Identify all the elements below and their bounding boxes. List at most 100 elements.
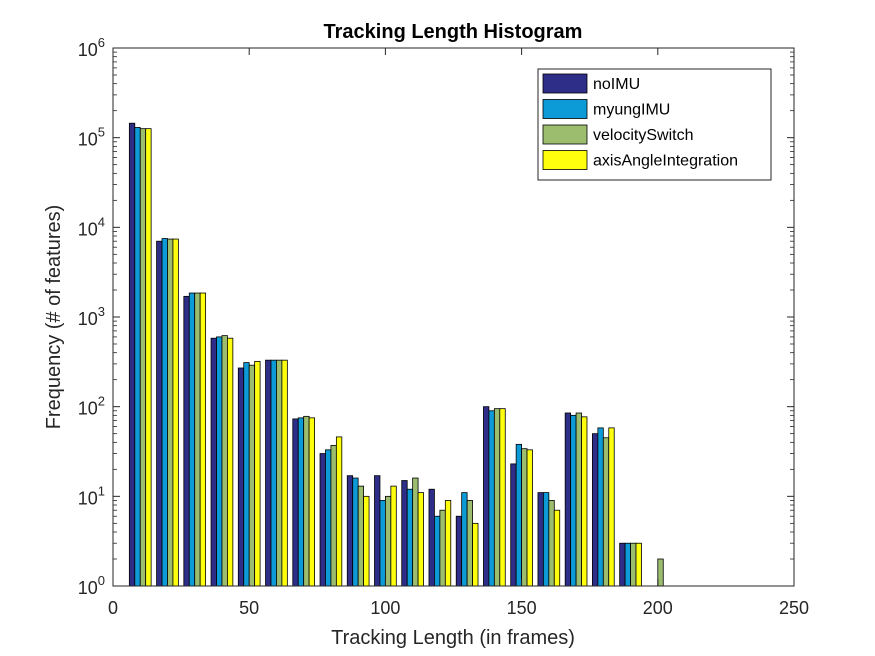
bar-axisAngleIntegration-190: [635, 542, 642, 587]
bar-axisAngleIntegration-130: [472, 522, 479, 587]
y-tick-label: 105: [78, 125, 105, 150]
bar-myungIMU-110: [406, 488, 414, 587]
bar-noIMU-60: [265, 359, 272, 587]
bar-myungIMU-50: [243, 362, 250, 587]
bar-myungIMU-130: [461, 492, 468, 587]
legend-swatch-axisAngleIntegration: [542, 150, 588, 170]
bar-myungIMU-60: [270, 359, 277, 587]
bar-myungIMU-140: [488, 410, 495, 587]
legend-label-myungIMU: myungIMU: [593, 102, 670, 119]
bar-axisAngleIntegration-170: [581, 416, 588, 587]
bar-myungIMU-90: [352, 477, 359, 587]
y-axis-label: Frequency (# of features): [43, 205, 65, 430]
bar-velocitySwitch-190: [630, 542, 637, 587]
bar-axisAngleIntegration-150: [526, 449, 533, 587]
bar-noIMU-70: [292, 418, 299, 587]
bar-noIMU-10: [128, 122, 136, 587]
bar-axisAngleIntegration-110: [417, 492, 424, 587]
bar-noIMU-190: [619, 542, 626, 587]
bar-velocitySwitch-10: [139, 128, 147, 587]
bar-velocitySwitch-40: [221, 335, 228, 587]
bar-noIMU-90: [346, 475, 354, 587]
bar-axisAngleIntegration-10: [145, 128, 152, 587]
bar-axisAngleIntegration-120: [444, 500, 452, 587]
bar-axisAngleIntegration-20: [172, 238, 179, 587]
bar-velocitySwitch-160: [548, 500, 555, 587]
bar-noIMU-180: [592, 433, 599, 587]
bar-noIMU-40: [210, 337, 217, 587]
bar-myungIMU-160: [542, 492, 550, 587]
bar-velocitySwitch-60: [276, 359, 283, 587]
x-tick-label: 0: [108, 598, 118, 618]
bar-velocitySwitch-150: [521, 448, 528, 587]
bar-velocitySwitch-110: [412, 477, 419, 587]
bar-myungIMU-80: [325, 449, 332, 587]
bar-noIMU-130: [455, 515, 463, 587]
legend-swatch-velocitySwitch: [542, 124, 588, 145]
bar-velocitySwitch-140: [493, 408, 501, 587]
bar-velocitySwitch-100: [384, 495, 392, 587]
bar-axisAngleIntegration-90: [363, 495, 370, 587]
legend-swatch-myungIMU: [542, 99, 588, 119]
bar-noIMU-80: [319, 453, 326, 587]
bar-axisAngleIntegration-160: [553, 509, 561, 587]
legend-label-velocitySwitch: velocitySwitch: [593, 127, 693, 144]
bar-axisAngleIntegration-50: [254, 360, 261, 587]
y-tick-label: 101: [78, 483, 105, 508]
y-tick-label: 103: [78, 304, 105, 329]
bar-velocitySwitch-90: [357, 485, 365, 587]
bar-myungIMU-180: [597, 427, 604, 587]
legend-label-axisAngleIntegration: axisAngleIntegration: [593, 153, 738, 170]
bar-noIMU-170: [564, 412, 572, 587]
bar-velocitySwitch-20: [167, 238, 174, 587]
bar-myungIMU-70: [297, 417, 305, 587]
bar-axisAngleIntegration-40: [227, 337, 234, 587]
bar-velocitySwitch-70: [303, 415, 310, 587]
bar-axisAngleIntegration-80: [335, 436, 343, 587]
legend-swatch-noIMU: [542, 73, 588, 94]
bar-velocitySwitch-130: [466, 500, 473, 587]
x-tick-label: 200: [643, 598, 673, 618]
bar-myungIMU-150: [515, 443, 523, 587]
bar-myungIMU-40: [216, 336, 223, 587]
y-tick-label: 102: [78, 394, 105, 419]
bar-noIMU-160: [537, 492, 544, 587]
bar-velocitySwitch-120: [439, 509, 446, 587]
x-axis-ticks: 0 50 100 150 200 250: [108, 48, 809, 618]
legend: noIMU myungIMU velocitySwitch axisAngleInte…: [537, 68, 772, 181]
y-tick-label: 106: [78, 35, 105, 60]
chart-title: Tracking Length Histogram: [324, 21, 583, 43]
bar-axisAngleIntegration-70: [308, 417, 315, 587]
bar-myungIMU-30: [188, 292, 196, 587]
bar-noIMU-120: [428, 488, 435, 587]
bar-myungIMU-100: [379, 500, 386, 587]
bar-myungIMU-190: [624, 542, 631, 587]
bar-velocitySwitch-200: [657, 558, 664, 587]
bar-axisAngleIntegration-180: [608, 427, 615, 587]
bar-axisAngleIntegration-140: [499, 408, 506, 587]
x-tick-label: 50: [239, 598, 259, 618]
bar-axisAngleIntegration-100: [390, 485, 397, 587]
y-tick-label: 104: [78, 214, 105, 239]
bar-noIMU-100: [374, 475, 381, 587]
x-tick-label: 150: [507, 598, 537, 618]
bar-myungIMU-120: [434, 515, 441, 587]
bar-noIMU-30: [183, 295, 190, 587]
x-tick-label: 250: [779, 598, 809, 618]
y-axis-ticks: 100 101 102 103 104 105 106: [78, 35, 794, 598]
bar-noIMU-20: [156, 240, 163, 587]
bar-velocitySwitch-50: [248, 364, 256, 587]
bar-velocitySwitch-80: [330, 444, 337, 587]
bar-noIMU-140: [483, 406, 490, 587]
bar-myungIMU-10: [134, 127, 141, 587]
bar-myungIMU-170: [570, 414, 577, 587]
legend-label-noIMU: noIMU: [593, 76, 640, 93]
x-tick-label: 100: [370, 598, 400, 618]
bar-velocitySwitch-180: [602, 437, 610, 587]
bar-velocitySwitch-30: [194, 292, 201, 587]
bar-axisAngleIntegration-60: [281, 359, 288, 587]
x-axis-label: Tracking Length (in frames): [331, 627, 575, 649]
bar-myungIMU-20: [161, 238, 168, 587]
bar-noIMU-110: [401, 480, 408, 587]
